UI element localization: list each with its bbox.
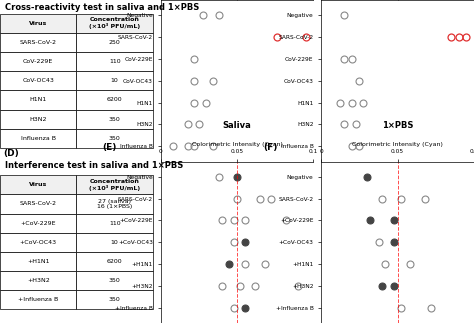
X-axis label: Colorimetric Intensity (Cyan): Colorimetric Intensity (Cyan) [191, 142, 283, 147]
Text: (D): (D) [3, 149, 19, 158]
X-axis label: Colorimetric Intensity (Cyan): Colorimetric Intensity (Cyan) [352, 142, 443, 147]
Title: Saliva: Saliva [223, 121, 251, 130]
Text: Interference test in saliva and 1×PBS: Interference test in saliva and 1×PBS [5, 162, 183, 171]
Title: 1×PBS: 1×PBS [382, 121, 413, 130]
Text: Cross-reactivity test in saliva and 1×PBS: Cross-reactivity test in saliva and 1×PB… [5, 3, 199, 12]
Text: (F): (F) [263, 143, 277, 152]
Text: (E): (E) [102, 143, 117, 152]
